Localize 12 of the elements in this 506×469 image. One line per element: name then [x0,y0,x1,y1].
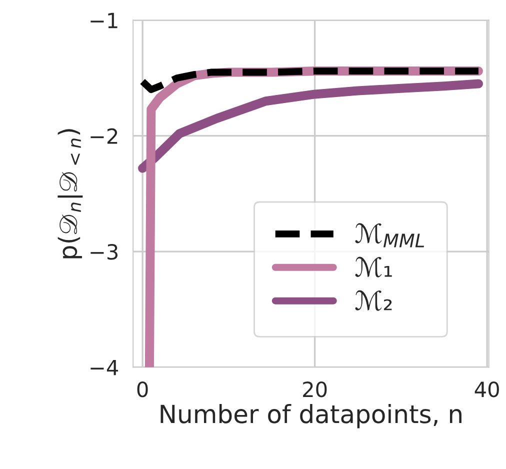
y-axis-title: p(𝒟$_{n}$|𝒟$_{<n}$) [58,129,83,258]
legend-label: ℳ₂ [355,290,392,311]
y-tick-label: −4 [90,360,118,376]
x-tick-label: 20 [303,381,327,398]
x-tick-label: 0 [137,381,148,398]
x-tick-label: 40 [474,381,499,398]
y-tick-label: −1 [90,12,118,28]
legend-label: ℳ$_{MML}$ [355,223,424,248]
y-tick-label: −2 [90,128,118,144]
x-axis-title: Number of datapoints, n [160,404,462,428]
y-tick-label: −3 [90,244,118,260]
legend-label: ℳ₁ [355,256,392,278]
